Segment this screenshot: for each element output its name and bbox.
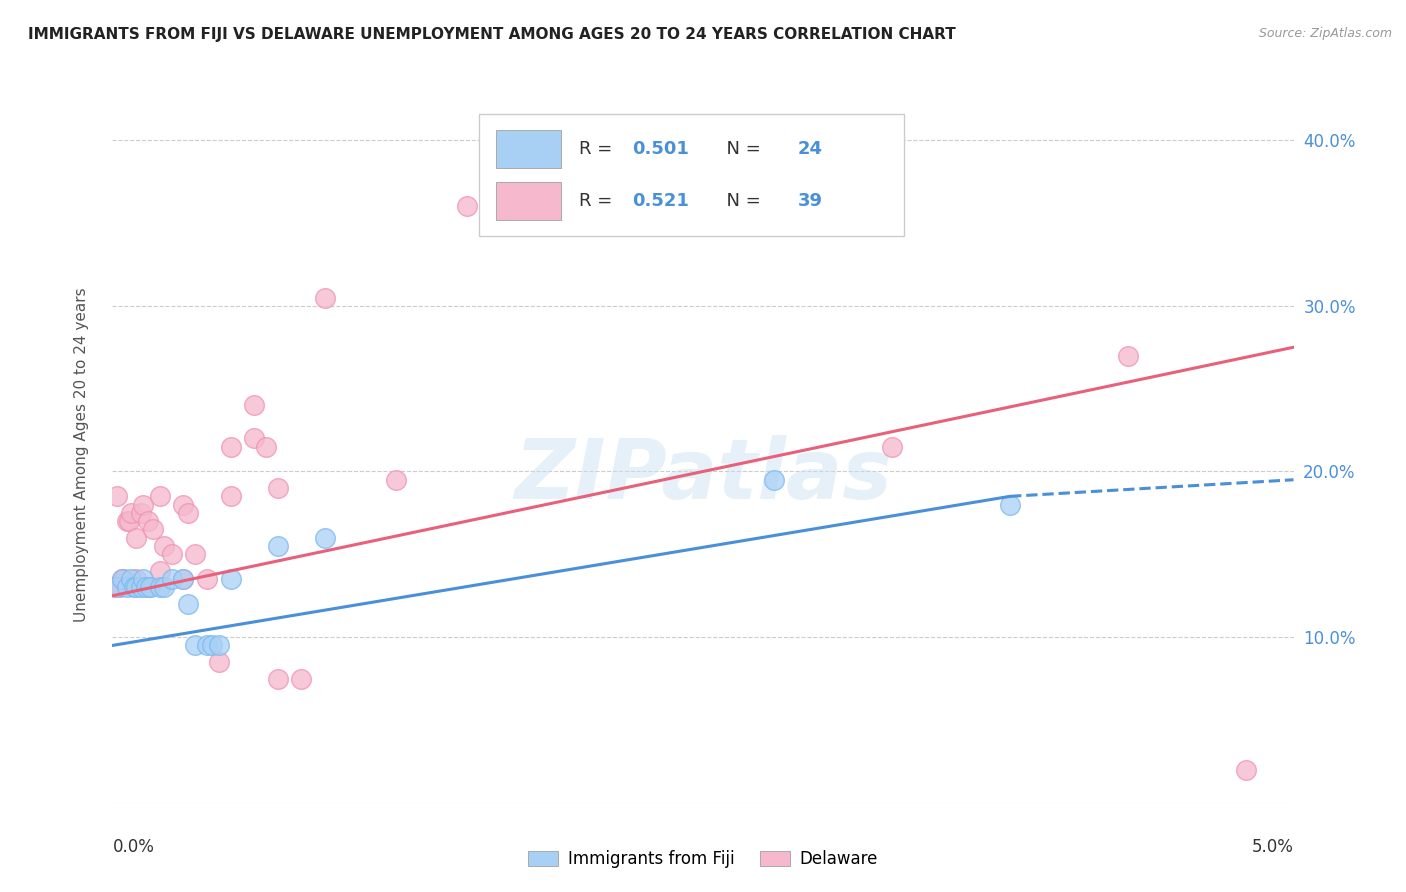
Point (160, 572, 183, 586)
Y-axis label: Unemployment Among Ages 20 to 24 years: Unemployment Among Ages 20 to 24 years (75, 287, 89, 623)
Point (149, 489, 172, 503)
Point (139, 581, 162, 595)
Text: 0.521: 0.521 (633, 192, 689, 210)
Point (142, 523, 165, 537)
FancyBboxPatch shape (478, 114, 904, 235)
Text: 0.0%: 0.0% (112, 838, 155, 855)
Point (111, 572, 134, 586)
Point (125, 531, 148, 545)
Point (135, 581, 157, 595)
Point (120, 506, 142, 520)
Point (118, 514, 141, 528)
Point (132, 572, 155, 586)
Point (105, 581, 128, 595)
Point (208, 639, 231, 653)
Point (125, 572, 148, 586)
Point (219, 440, 242, 454)
Point (267, 539, 290, 553)
Point (120, 572, 142, 586)
Point (1234, 763, 1257, 777)
Point (177, 506, 200, 520)
Point (105, 489, 128, 503)
Point (290, 672, 312, 686)
Point (132, 498, 155, 512)
Point (456, 199, 478, 213)
Point (125, 581, 148, 595)
Point (762, 473, 785, 487)
Text: 5.0%: 5.0% (1251, 838, 1294, 855)
Point (254, 440, 277, 454)
Point (267, 672, 290, 686)
Point (108, 581, 131, 595)
Text: 39: 39 (797, 192, 823, 210)
Point (1116, 349, 1139, 363)
Text: N =: N = (714, 140, 766, 158)
Point (104, 581, 127, 595)
Point (172, 572, 194, 586)
Text: IMMIGRANTS FROM FIJI VS DELAWARE UNEMPLOYMENT AMONG AGES 20 TO 24 YEARS CORRELAT: IMMIGRANTS FROM FIJI VS DELAWARE UNEMPLO… (28, 27, 956, 42)
Point (139, 581, 162, 595)
Point (136, 514, 159, 528)
Point (195, 639, 218, 653)
Point (160, 547, 183, 561)
Point (385, 473, 408, 487)
Point (115, 581, 138, 595)
Text: 0.501: 0.501 (633, 140, 689, 158)
Point (112, 572, 135, 586)
Point (267, 481, 290, 495)
Point (243, 398, 266, 412)
Point (172, 498, 194, 512)
Legend: Immigrants from Fiji, Delaware: Immigrants from Fiji, Delaware (522, 844, 884, 875)
Point (998, 498, 1021, 512)
Text: N =: N = (714, 192, 766, 210)
Point (243, 431, 266, 445)
Point (153, 539, 176, 553)
FancyBboxPatch shape (496, 129, 561, 168)
Point (880, 440, 903, 454)
Point (122, 581, 145, 595)
Text: ZIPatlas: ZIPatlas (515, 435, 891, 516)
Point (149, 581, 172, 595)
Point (153, 581, 176, 595)
Text: R =: R = (579, 192, 619, 210)
Point (184, 639, 207, 653)
Point (111, 572, 134, 586)
Text: 24: 24 (797, 140, 823, 158)
Point (149, 564, 172, 578)
Point (129, 581, 152, 595)
Point (314, 291, 336, 305)
Point (115, 514, 138, 528)
Text: R =: R = (579, 140, 619, 158)
Point (219, 489, 242, 503)
Point (314, 531, 336, 545)
Point (201, 639, 224, 653)
Point (195, 572, 218, 586)
Point (129, 506, 152, 520)
Text: Source: ZipAtlas.com: Source: ZipAtlas.com (1258, 27, 1392, 40)
Point (177, 597, 200, 611)
Point (208, 655, 231, 669)
Point (184, 547, 207, 561)
Point (219, 572, 242, 586)
FancyBboxPatch shape (496, 182, 561, 220)
Point (172, 572, 194, 586)
